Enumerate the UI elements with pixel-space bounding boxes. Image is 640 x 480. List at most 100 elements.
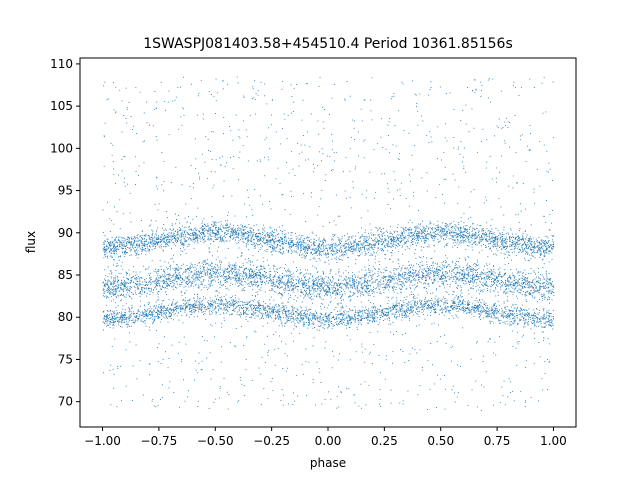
- data-point: [165, 237, 166, 239]
- data-point: [468, 240, 470, 242]
- data-point: [490, 277, 492, 278]
- data-point: [448, 278, 450, 280]
- data-point: [259, 277, 261, 279]
- data-point: [246, 236, 248, 238]
- data-point: [548, 287, 550, 288]
- data-point: [339, 283, 341, 284]
- data-point: [448, 264, 450, 265]
- data-point: [244, 233, 245, 235]
- data-point: [489, 238, 491, 240]
- data-point: [518, 283, 520, 285]
- data-point: [510, 249, 512, 250]
- data-point: [220, 236, 222, 238]
- data-point: [224, 272, 226, 274]
- data-point: [456, 278, 458, 279]
- data-point: [476, 235, 478, 237]
- data-point: [502, 245, 504, 247]
- data-point: [525, 247, 527, 248]
- data-point: [114, 288, 116, 290]
- data-point: [139, 279, 141, 281]
- data-point: [449, 231, 450, 233]
- data-point: [405, 235, 407, 237]
- data-point: [321, 255, 322, 257]
- data-point: [226, 281, 228, 283]
- data-point: [477, 236, 478, 238]
- data-point: [484, 277, 485, 278]
- data-point: [180, 228, 182, 230]
- data-point: [115, 242, 117, 243]
- data-point: [144, 234, 146, 236]
- data-point: [457, 236, 459, 238]
- data-point: [167, 274, 169, 275]
- data-point: [485, 247, 487, 248]
- data-point: [288, 251, 289, 253]
- data-point: [108, 285, 109, 287]
- data-point: [392, 277, 393, 279]
- data-point: [210, 238, 212, 240]
- data-point: [303, 242, 305, 243]
- data-point: [412, 232, 414, 234]
- data-point: [147, 243, 149, 244]
- data-point: [416, 235, 417, 237]
- data-point: [123, 245, 125, 247]
- data-point: [364, 241, 366, 243]
- data-point: [268, 234, 270, 236]
- data-point: [519, 240, 521, 241]
- data-point: [355, 259, 357, 260]
- data-point: [263, 268, 265, 270]
- data-point: [253, 275, 255, 277]
- data-point: [114, 250, 116, 251]
- data-point: [395, 241, 397, 243]
- data-point: [183, 235, 185, 237]
- data-point: [302, 292, 304, 294]
- data-point: [422, 237, 424, 239]
- data-point: [277, 276, 279, 278]
- data-point: [541, 245, 543, 247]
- data-point: [506, 246, 508, 248]
- data-point: [375, 244, 377, 245]
- data-point: [420, 230, 422, 232]
- data-point: [192, 233, 194, 235]
- data-point: [130, 242, 132, 244]
- data-point: [546, 241, 547, 243]
- data-point: [545, 242, 547, 244]
- data-point: [252, 229, 254, 231]
- data-point: [393, 238, 395, 240]
- data-point: [113, 247, 114, 248]
- data-point: [285, 243, 286, 244]
- data-point: [129, 289, 130, 291]
- data-point: [444, 229, 446, 231]
- data-point: [468, 265, 470, 266]
- data-point: [533, 290, 535, 292]
- data-point: [131, 241, 133, 243]
- data-point: [460, 235, 462, 236]
- data-point: [456, 236, 458, 238]
- data-point: [102, 295, 104, 297]
- data-point: [361, 276, 363, 278]
- data-point: [527, 278, 528, 280]
- data-point: [277, 277, 279, 278]
- data-point: [210, 227, 212, 229]
- data-point: [469, 236, 471, 238]
- data-point: [431, 237, 433, 239]
- data-point: [124, 252, 125, 254]
- data-point: [420, 282, 422, 284]
- data-point: [300, 247, 302, 248]
- data-point: [247, 240, 249, 242]
- data-point: [117, 245, 119, 247]
- data-point: [186, 281, 188, 282]
- data-point: [475, 237, 477, 239]
- data-point: [515, 241, 517, 243]
- data-point: [189, 228, 191, 230]
- data-point: [541, 294, 543, 296]
- data-point: [123, 237, 125, 239]
- data-point: [218, 234, 220, 235]
- data-point: [336, 244, 338, 246]
- data-point: [206, 229, 208, 231]
- data-point: [195, 240, 197, 242]
- data-point: [523, 283, 525, 285]
- data-point: [519, 239, 521, 240]
- data-point: [486, 222, 488, 224]
- data-point: [118, 256, 120, 257]
